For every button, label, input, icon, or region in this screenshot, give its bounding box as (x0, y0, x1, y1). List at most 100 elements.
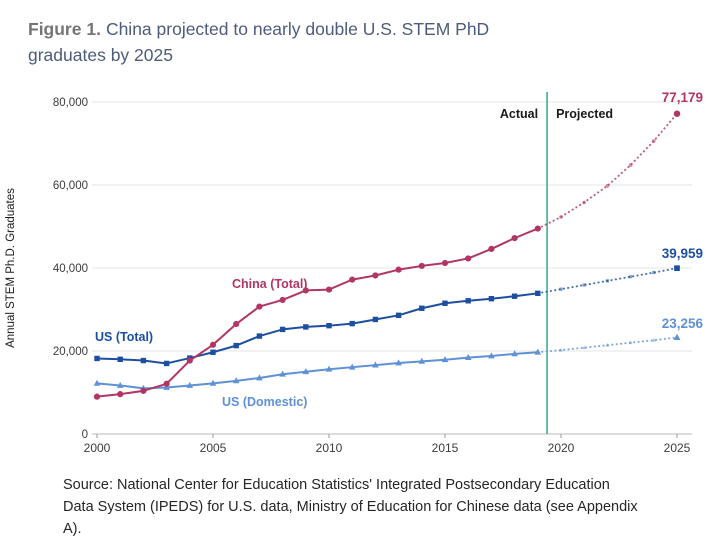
series-marker-us-total (210, 349, 216, 355)
series-marker-us-domestic (464, 354, 472, 361)
series-marker-us-domestic (348, 363, 356, 370)
series-marker-us-total (256, 333, 263, 339)
series-marker-us-domestic (232, 377, 240, 384)
series-name-label-us-domestic: US (Domestic) (222, 395, 307, 409)
series-marker-us-domestic (116, 381, 124, 388)
series-marker-us-total (94, 355, 100, 362)
series-final-marker-us-total (674, 265, 680, 272)
projected-label: Projected (556, 107, 613, 121)
series-marker-us-total (163, 360, 170, 367)
x-tick-label: 2000 (84, 441, 111, 455)
series-projected-marker-us-domestic (582, 345, 587, 350)
actual-label: Actual (500, 107, 538, 121)
y-tick-label: 20,000 (53, 346, 88, 358)
series-name-label-us-total: US (Total) (95, 330, 153, 344)
series-marker-us-domestic (186, 381, 194, 388)
series-line-china-total (96, 227, 539, 398)
series-marker-us-domestic (279, 370, 286, 377)
series-projected-marker-us-total (605, 279, 610, 283)
series-projected-marker-us-domestic (628, 340, 633, 345)
series-marker-china-total (279, 296, 286, 304)
y-tick-label: 80,000 (53, 97, 88, 109)
series-marker-us-total (535, 290, 541, 297)
series-projected-marker-china-total (582, 200, 587, 205)
series-projected-marker-china-total (651, 139, 656, 143)
series-marker-us-domestic (93, 379, 101, 386)
series-end-label-china-total: 77,179 (662, 90, 703, 105)
series-projected-marker-us-domestic (605, 343, 610, 347)
series-marker-china-total (93, 393, 101, 400)
series-marker-us-domestic (534, 348, 542, 355)
y-axis-title: Annual STEM Ph.D. Graduates (5, 188, 17, 348)
series-marker-china-total (534, 225, 541, 232)
series-final-marker-us-domestic (673, 333, 681, 341)
series-marker-china-total (488, 245, 495, 253)
series-projected-marker-us-total (582, 283, 586, 287)
series-marker-us-total (511, 293, 518, 299)
series-marker-china-total (325, 286, 333, 293)
series-line-us-domestic (96, 351, 538, 390)
y-tick-label: 60,000 (53, 180, 88, 192)
series-marker-us-total (140, 357, 147, 364)
series-marker-us-domestic (488, 352, 495, 359)
series-marker-us-total (372, 316, 379, 323)
series-marker-us-total (488, 296, 495, 302)
series-end-label-us-total: 39,959 (662, 246, 703, 261)
series-marker-us-domestic (511, 350, 518, 357)
series-marker-us-domestic (372, 361, 379, 368)
series-end-label-us-domestic: 23,256 (662, 316, 704, 331)
series-marker-china-total (163, 380, 170, 387)
series-projected-marker-us-total (628, 275, 633, 279)
source-note: Source: National Center for Education St… (63, 477, 638, 537)
figure-title: Figure 1. China projected to nearly doubl… (0, 0, 533, 78)
x-tick-label: 2005 (200, 441, 227, 455)
series-marker-us-domestic (209, 379, 217, 386)
figure-title-text: China projected to nearly double U.S. ST… (28, 19, 490, 65)
series-projected-marker-china-total (628, 163, 633, 167)
series-projected-marker-us-domestic (651, 338, 656, 342)
series-marker-us-domestic (256, 374, 263, 381)
series-marker-china-total (302, 287, 309, 294)
series-marker-china-total (372, 272, 379, 279)
series-marker-us-domestic (441, 356, 449, 363)
series-marker-china-total (349, 276, 356, 283)
series-projected-line-china-total (536, 112, 678, 230)
series-marker-china-total (441, 259, 449, 267)
series-marker-china-total (140, 387, 147, 394)
x-tick-label: 2015 (432, 441, 459, 455)
series-marker-china-total (209, 341, 217, 348)
series-marker-china-total (395, 266, 402, 273)
series-projected-marker-china-total (559, 215, 563, 219)
y-tick-label: 40,000 (53, 263, 88, 275)
x-tick-label: 2020 (548, 441, 575, 455)
series-marker-china-total (256, 303, 263, 310)
series-marker-china-total (465, 255, 472, 262)
series-marker-china-total (418, 262, 425, 270)
series-marker-us-total (326, 322, 332, 329)
series-projected-marker-us-total (559, 287, 563, 291)
series-marker-us-domestic (418, 357, 426, 364)
series-marker-us-total (303, 324, 309, 330)
series-marker-us-total (442, 300, 448, 306)
series-name-label-china-total: China (Total) (232, 277, 307, 291)
series-line-us-total (96, 292, 538, 365)
series-marker-us-domestic (325, 365, 333, 372)
series-marker-china-total (511, 235, 518, 242)
series-projected-marker-china-total (605, 183, 610, 188)
series-marker-china-total (186, 357, 193, 364)
series-projected-marker-us-total (652, 270, 656, 275)
series-marker-china-total (233, 320, 240, 328)
line-chart: 0 20,000 40,000 60,000 80,000 2000 2005 2010 201… (5, 90, 704, 455)
x-tick-label: 2025 (664, 441, 691, 455)
series-marker-us-total (279, 326, 286, 333)
series-marker-us-total (117, 356, 123, 362)
series-marker-china-total (117, 391, 124, 398)
figure-label: Figure 1. (28, 19, 101, 39)
series-marker-us-total (349, 320, 355, 327)
series-marker-us-domestic (395, 359, 402, 366)
series-projected-marker-us-domestic (559, 348, 563, 352)
series-marker-us-domestic (302, 368, 310, 375)
x-tick-label: 2010 (316, 441, 343, 455)
series-marker-us-domestic (163, 383, 170, 390)
